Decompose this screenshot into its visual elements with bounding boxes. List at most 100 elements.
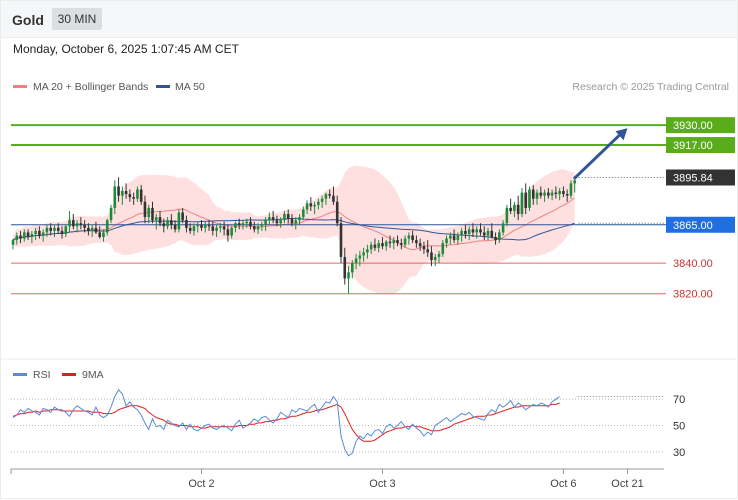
candle-body [369, 244, 373, 250]
candle-body [437, 253, 441, 257]
rsi-tick-label: 50 [673, 421, 685, 433]
candle-body [154, 217, 158, 221]
timeframe-button[interactable]: 30 MIN [52, 8, 102, 30]
candle-body [121, 191, 124, 196]
candle-body [181, 212, 184, 221]
x-tick-label: Oct 3 [369, 478, 395, 490]
legend-swatch-ma50 [156, 85, 170, 88]
candle-body [471, 229, 475, 233]
candle-body [203, 224, 207, 228]
rsi-tick-label: 70 [673, 394, 685, 406]
candle-body [531, 189, 535, 199]
candle-body [565, 194, 569, 196]
candle-body [392, 240, 396, 244]
last-price-tag [666, 169, 735, 186]
candle-body [45, 227, 49, 233]
candle-body [211, 226, 215, 231]
candle-body [279, 220, 282, 224]
candle-body [260, 224, 264, 227]
candle-body [124, 191, 128, 195]
candle-body [53, 227, 56, 231]
candle-body [328, 194, 331, 196]
candle-body [128, 194, 132, 198]
pivot-level-label: 3865.00 [673, 220, 713, 232]
projection-arrow-head [615, 128, 628, 141]
candle-body [520, 192, 524, 215]
candle-body [90, 227, 94, 231]
candle-body [196, 224, 200, 227]
candle-body [415, 240, 418, 244]
candle-body [23, 232, 26, 239]
target-level-tag [666, 117, 735, 134]
projection-arrow-line [572, 132, 623, 180]
candle-body [226, 229, 230, 236]
candle-body [456, 235, 460, 241]
candle-body [358, 255, 362, 259]
candle-body [162, 223, 166, 227]
candle-body [30, 233, 34, 238]
candle-body [433, 256, 437, 261]
candle-body [177, 212, 181, 230]
candle-body [513, 204, 516, 211]
candle-body [75, 223, 79, 227]
candle-body [241, 223, 245, 225]
candle-body [332, 195, 335, 202]
candle-body [403, 238, 407, 245]
candle-body [245, 221, 249, 224]
candle-body [516, 204, 520, 215]
credit-label: Research © 2025 Trading Central [572, 81, 729, 93]
rsi-9ma-line [12, 402, 560, 442]
candle-body [271, 217, 275, 221]
candle-body [373, 244, 377, 248]
candle-body [528, 189, 531, 208]
candle-body [554, 192, 558, 195]
candle-body [305, 203, 309, 210]
candle-body [268, 217, 271, 221]
candle-body [117, 186, 120, 196]
candle-body [411, 235, 414, 241]
candle-body [26, 232, 30, 238]
candle-body [56, 227, 60, 231]
instrument-title: Gold [12, 12, 44, 28]
candle-body [354, 258, 358, 264]
candle-body [558, 191, 561, 195]
candle-body [482, 232, 486, 236]
legend-label-9ma: 9MA [82, 369, 104, 381]
candle-body [222, 226, 226, 230]
candle-body [562, 191, 565, 195]
candle-body [351, 263, 354, 273]
candle-body [377, 243, 380, 248]
candle-body [230, 227, 233, 236]
candle-body [505, 207, 509, 224]
candle-body [264, 220, 267, 225]
candle-body [19, 235, 22, 239]
candle-body [550, 192, 554, 196]
candle-body [422, 246, 426, 250]
candle-body [479, 229, 482, 233]
target-level-label: 3930.00 [673, 120, 713, 132]
candle-body [490, 230, 494, 238]
candle-body [34, 230, 37, 234]
candle-body [335, 201, 339, 224]
candle-body [573, 180, 577, 184]
candle-body [449, 235, 452, 239]
candle-body [418, 243, 422, 247]
candle-body [286, 214, 290, 219]
x-tick-label: Oct 6 [550, 478, 576, 490]
candle-body [547, 192, 550, 196]
candle-body [441, 243, 445, 254]
candle-body [200, 224, 203, 228]
x-tick-label: Oct 2 [188, 478, 214, 490]
candle-body [339, 223, 343, 257]
candle-body [569, 183, 573, 196]
candle-body [283, 214, 286, 221]
candle-body [464, 230, 467, 234]
candle-body [113, 186, 117, 208]
candle-body [524, 192, 528, 208]
candle-body [298, 217, 301, 221]
candle-body [219, 226, 222, 228]
candle-body [426, 249, 429, 253]
candle-body [79, 223, 83, 225]
x-tick-label: Oct 21 [611, 478, 643, 490]
